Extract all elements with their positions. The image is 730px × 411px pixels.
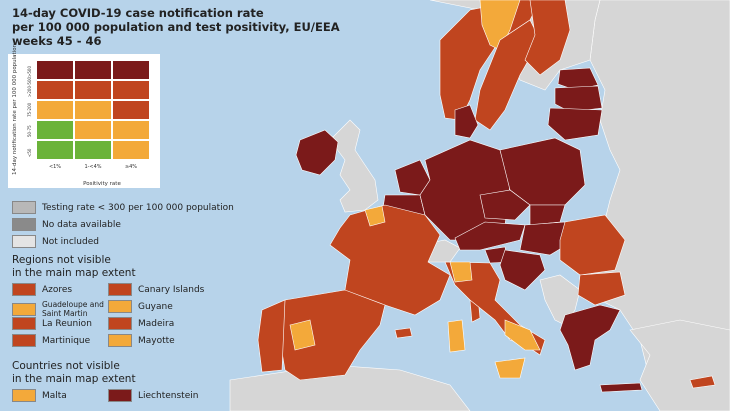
region-label: Madeira [138,318,175,329]
map-title: 14-day COVID-19 case notification rate p… [12,6,340,48]
country-item: Liechtenstein [108,389,198,402]
region-item: Canary Islands [108,283,204,296]
region-swatch [108,300,132,313]
region-item: Martinique [12,334,90,347]
region-item: Guyane [108,300,173,313]
region-swatch [108,334,132,347]
region-item: Madeira [108,317,174,330]
sardinia [447,319,466,353]
legend-testing-rate: Testing rate < 300 per 100 000 populatio… [12,201,234,214]
country-swatch [108,389,132,402]
region-label: La Reunion [42,318,92,329]
matrix-cell [112,80,150,100]
slovakia [529,204,566,226]
countries-heading-line-1: Countries not visible [12,360,120,372]
no-data-label: No data available [42,219,121,230]
regions-heading: Regions not visible in the main map exte… [12,254,136,280]
finland [524,0,571,76]
croatia [499,249,546,291]
matrix-cell [36,120,74,140]
legend-no-data: No data available [12,218,121,231]
denmark [454,104,479,139]
title-line-2: per 100 000 population and test positivi… [12,20,340,34]
matrix-y-axis-label: 14-day notification rate per 100 000 pop… [12,43,18,175]
spain-central-orange [289,319,316,351]
title-line-1: 14-day COVID-19 case notification rate [12,6,264,20]
regions-heading-line-1: Regions not visible [12,254,111,266]
region-label: Guyane [138,301,173,312]
sweden-south [474,19,541,131]
matrix-row-label: 75-200 [27,102,32,117]
portugal [257,299,286,373]
region-item: La Reunion [12,317,92,330]
no-data-swatch [12,218,36,231]
sicily [494,357,526,379]
matrix-cell [74,80,112,100]
country-label: Liechtenstein [138,390,199,401]
region-swatch [12,334,36,347]
matrix-cell [74,140,112,160]
countries-heading-line-2: in the main map extent [12,373,136,385]
matrix-x-axis-label: Positivity rate [83,181,121,187]
region-label: Canary Islands [138,284,205,295]
region-item: Azores [12,283,72,296]
not-included-label: Not included [42,236,99,247]
ireland [295,129,339,176]
matrix-cell [74,100,112,120]
title-line-3: weeks 45 - 46 [12,34,102,48]
austria [454,221,526,251]
turkey-west [629,319,730,411]
matrix-cell [36,140,74,160]
lithuania [547,107,603,141]
matrix-col-label: <1% [48,164,62,170]
matrix-col-label: 1-<4% [84,164,102,170]
country-item: Malta [12,389,67,402]
region-swatch [108,317,132,330]
czechia [479,189,531,221]
region-swatch [108,283,132,296]
crete [599,382,643,393]
region-item: Guadeloupe and Saint Martin [12,300,112,318]
romania [559,214,626,276]
matrix-cell [36,60,74,80]
region-item: Mayotte [108,334,175,347]
testing-rate-label: Testing rate < 300 per 100 000 populatio… [42,202,234,213]
region-label: Martinique [42,335,91,346]
region-label: Mayotte [138,335,175,346]
france [329,204,451,316]
region-swatch [12,302,36,316]
matrix-cell [112,100,150,120]
regions-heading-line-2: in the main map extent [12,267,136,279]
matrix-row-label: >200-500 [27,76,32,97]
matrix-cell [112,60,150,80]
italy-south-orange [504,319,541,351]
region-label: Azores [42,284,73,295]
legend-not-included: Not included [12,235,99,248]
region-swatch [12,317,36,330]
balearics [394,327,413,339]
uk [329,119,379,213]
testing-rate-swatch [12,201,36,214]
matrix-cell [112,140,150,160]
cyprus [689,375,716,389]
italy-north-orange [449,261,473,283]
matrix-cell [36,80,74,100]
matrix-cell [74,60,112,80]
matrix-row-label: 50-75 [27,125,32,137]
region-label: Guadeloupe and Saint Martin [42,300,104,318]
matrix-row-label: <50 [27,148,32,157]
region-swatch [12,283,36,296]
country-label: Malta [42,390,67,401]
matrix-cell [36,100,74,120]
france-region-orange [364,205,386,227]
countries-heading: Countries not visible in the main map ex… [12,360,136,386]
matrix-row-label: >500 [27,66,32,77]
matrix-cell [112,120,150,140]
matrix-cell [74,120,112,140]
matrix-col-label: ≥4% [124,164,138,170]
not-included-swatch [12,235,36,248]
greece [559,304,621,371]
country-swatch [12,389,36,402]
bulgaria [577,271,626,306]
